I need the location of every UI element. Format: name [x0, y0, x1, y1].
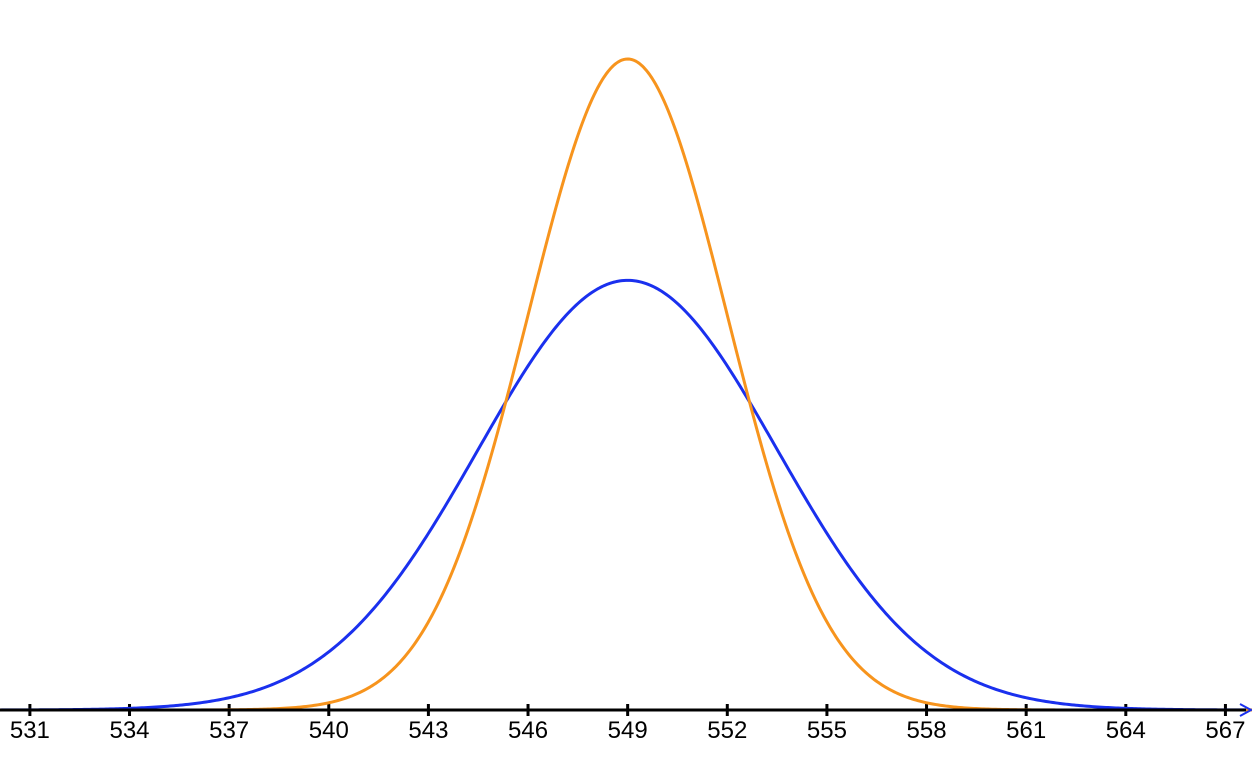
- x-tick-label-537: 537: [209, 717, 249, 744]
- series-curve-1: [0, 278, 1252, 712]
- x-tick-label-534: 534: [109, 717, 149, 744]
- series-curve-2: [0, 57, 1252, 712]
- x-tick-label-555: 555: [807, 717, 847, 744]
- x-tick-label-552: 552: [707, 717, 747, 744]
- x-tick-label-531: 531: [10, 717, 50, 744]
- x-tick-label-549: 549: [608, 717, 648, 744]
- x-tick-label-564: 564: [1106, 717, 1146, 744]
- x-tick-label-567: 567: [1205, 717, 1245, 744]
- x-tick-label-543: 543: [408, 717, 448, 744]
- x-tick-label-561: 561: [1006, 717, 1046, 744]
- x-axis-tick-labels: 531 534 537 540 543 546 549 552 555 558 561 564 567: [10, 717, 1246, 744]
- series-curves: [0, 57, 1252, 712]
- x-axis-arrow: [1239, 703, 1252, 717]
- x-tick-label-558: 558: [907, 717, 947, 744]
- x-tick-label-540: 540: [309, 717, 349, 744]
- x-tick-label-546: 546: [508, 717, 548, 744]
